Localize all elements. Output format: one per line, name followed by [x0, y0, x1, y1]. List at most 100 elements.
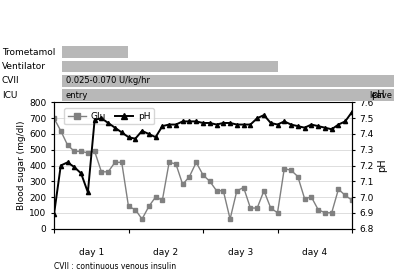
Glu	[289, 169, 294, 172]
pH	[309, 123, 314, 126]
pH	[343, 120, 348, 123]
pH	[65, 161, 70, 164]
Glu	[248, 206, 253, 210]
Glu	[187, 175, 192, 178]
pH	[302, 126, 307, 129]
Glu	[119, 161, 124, 164]
pH	[72, 165, 77, 169]
Glu	[336, 188, 341, 191]
Y-axis label: Blood sugar (mg/dl): Blood sugar (mg/dl)	[17, 121, 26, 210]
Line: pH: pH	[52, 110, 354, 216]
Text: CVII: CVII	[2, 76, 20, 85]
Glu	[214, 189, 219, 192]
Glu	[309, 195, 314, 199]
pH	[282, 120, 287, 123]
pH	[221, 121, 226, 125]
Glu	[86, 151, 90, 155]
Text: entry: entry	[66, 91, 88, 100]
pH	[133, 137, 138, 140]
pH	[241, 123, 246, 126]
pH	[146, 132, 151, 136]
Text: day 3: day 3	[228, 248, 253, 257]
Glu	[343, 194, 348, 197]
Glu	[282, 167, 287, 170]
Text: leave: leave	[369, 91, 392, 100]
pH	[160, 124, 165, 128]
pH	[316, 124, 320, 128]
pH	[207, 121, 212, 125]
pH	[322, 126, 327, 129]
pH	[99, 117, 104, 120]
Text: ICU: ICU	[2, 91, 17, 100]
Y-axis label: pH: pH	[377, 159, 387, 172]
Glu	[153, 195, 158, 199]
pH	[329, 128, 334, 131]
pH	[174, 123, 178, 126]
Glu	[52, 117, 56, 120]
Glu	[221, 189, 226, 192]
Line: Glu: Glu	[52, 116, 354, 221]
pH	[180, 120, 185, 123]
pH	[268, 121, 273, 125]
pH	[119, 131, 124, 134]
Glu	[146, 205, 151, 208]
pH	[140, 129, 144, 132]
Glu	[350, 199, 354, 202]
pH	[106, 121, 110, 125]
Text: day 4: day 4	[302, 248, 327, 257]
Legend: Glu, pH: Glu, pH	[64, 108, 154, 124]
pH	[350, 110, 354, 114]
pH	[52, 213, 56, 216]
pH	[79, 172, 84, 175]
Glu	[92, 150, 97, 153]
Text: Trometamol: Trometamol	[2, 48, 55, 57]
Glu	[322, 211, 327, 214]
Glu	[106, 170, 110, 173]
Glu	[296, 175, 300, 178]
Glu	[174, 162, 178, 166]
Glu	[140, 217, 144, 221]
Glu	[160, 199, 165, 202]
Glu	[126, 205, 131, 208]
Text: Ventilator: Ventilator	[2, 62, 46, 71]
Glu	[167, 161, 172, 164]
pH	[86, 191, 90, 194]
Glu	[275, 211, 280, 214]
pH	[228, 121, 232, 125]
pH	[214, 123, 219, 126]
Glu	[112, 161, 117, 164]
pH	[126, 135, 131, 139]
Glu	[241, 186, 246, 189]
Glu	[234, 189, 239, 192]
Glu	[207, 179, 212, 183]
Glu	[72, 150, 77, 153]
Glu	[268, 206, 273, 210]
Text: pH: pH	[371, 90, 385, 100]
pH	[336, 123, 341, 126]
Glu	[316, 208, 320, 211]
pH	[187, 120, 192, 123]
pH	[296, 124, 300, 128]
Glu	[99, 170, 104, 173]
Glu	[228, 217, 232, 221]
Glu	[194, 161, 199, 164]
pH	[153, 135, 158, 139]
pH	[289, 123, 294, 126]
Glu	[329, 211, 334, 214]
Text: CVII : continuous venous insulin: CVII : continuous venous insulin	[54, 263, 176, 271]
pH	[112, 126, 117, 129]
Glu	[180, 183, 185, 186]
Glu	[255, 206, 260, 210]
Glu	[133, 208, 138, 211]
pH	[262, 114, 266, 117]
pH	[234, 123, 239, 126]
pH	[275, 123, 280, 126]
pH	[92, 118, 97, 122]
pH	[167, 123, 172, 126]
pH	[58, 164, 63, 167]
Text: day 1: day 1	[79, 248, 104, 257]
Text: day 2: day 2	[153, 248, 178, 257]
Glu	[201, 173, 206, 177]
Glu	[262, 189, 266, 192]
pH	[248, 123, 253, 126]
